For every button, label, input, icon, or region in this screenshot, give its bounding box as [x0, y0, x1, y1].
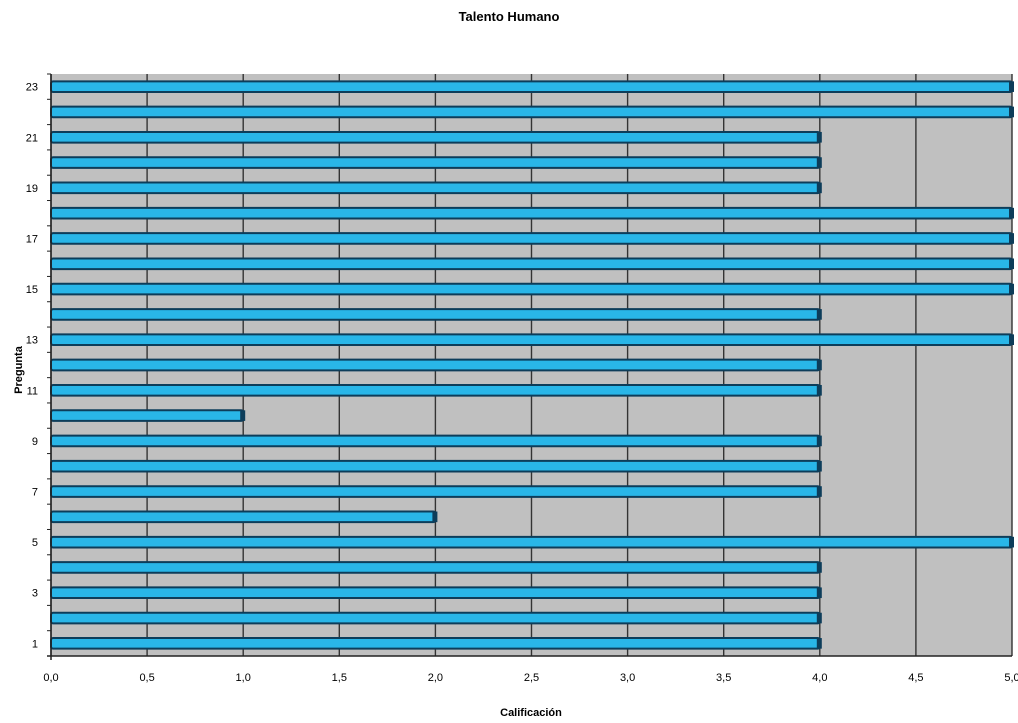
bar-pregunta-9 [50, 434, 821, 448]
bar-pregunta-8 [50, 459, 821, 473]
bar-end-cap [816, 587, 822, 599]
x-tick-label: 4,0 [812, 672, 827, 684]
y-tick-label: 17 [26, 233, 38, 245]
bar-pregunta-19 [50, 181, 821, 195]
bar-end-cap [816, 612, 822, 624]
bar-end-cap [240, 410, 246, 421]
bar-pregunta-1 [50, 637, 821, 650]
y-tick-label: 21 [26, 132, 38, 144]
bar-pregunta-3 [50, 586, 821, 600]
bar-end-cap [816, 131, 822, 143]
x-tick-label: 1,0 [236, 672, 251, 684]
bar-pregunta-6 [50, 510, 437, 524]
x-tick-label: 5,0 [1004, 672, 1018, 684]
y-axis-title: Pregunta [13, 345, 25, 394]
bars [50, 80, 1014, 650]
chart-title: Talento Humano [459, 9, 560, 24]
bar-pregunta-18 [50, 206, 1013, 220]
y-tick-label: 9 [32, 436, 38, 448]
x-tick-labels: 0,0 0,5 1,0 1,5 2,0 2,5 3,0 3,5 4,0 4,5 5,0 [43, 672, 1018, 684]
x-tick-label: 0,0 [43, 672, 58, 684]
bar-pregunta-2 [50, 611, 821, 625]
bar-pregunta-7 [50, 485, 821, 498]
bar-pregunta-20 [50, 156, 821, 169]
bar-pregunta-13 [50, 333, 1013, 347]
bar-end-cap [816, 460, 822, 472]
y-tick-label: 3 [32, 588, 38, 600]
axes [47, 73, 1012, 660]
y-tick-label: 23 [26, 82, 38, 94]
bar-end-cap [816, 157, 822, 168]
x-axis-title: Calificación [500, 707, 562, 719]
bar-end-cap [816, 638, 822, 649]
bar-pregunta-21 [50, 130, 821, 144]
bar-end-cap [816, 486, 822, 497]
x-tick-label: 2,0 [428, 672, 443, 684]
y-tick-label: 1 [32, 638, 38, 650]
x-tick-label: 4,5 [908, 672, 923, 684]
y-tick-label: 19 [26, 183, 38, 195]
bar-pregunta-16 [50, 257, 1013, 271]
x-tick-label: 0,5 [139, 672, 154, 684]
bar-end-cap [1009, 207, 1014, 219]
bar-end-cap [1009, 283, 1014, 295]
y-tick-label: 5 [32, 537, 38, 549]
bar-pregunta-11 [50, 383, 821, 397]
x-tick-label: 2,5 [524, 672, 539, 684]
bar-end-cap [816, 359, 822, 371]
bar-pregunta-14 [50, 308, 821, 321]
bar-end-cap [816, 182, 822, 194]
bar-pregunta-15 [50, 282, 1013, 296]
bar-pregunta-17 [50, 232, 1013, 245]
bar-end-cap [1009, 334, 1014, 346]
bar-pregunta-22 [50, 105, 1013, 119]
bar-end-cap [1009, 536, 1014, 548]
x-tick-label: 1,5 [332, 672, 347, 684]
y-tick-label: 13 [26, 335, 38, 347]
bar-end-cap [1009, 258, 1014, 270]
bar-pregunta-23 [50, 80, 1013, 93]
bar-pregunta-4 [50, 561, 821, 574]
y-tick-label: 15 [26, 284, 38, 296]
bar-end-cap [816, 384, 822, 396]
bar-pregunta-12 [50, 358, 821, 372]
bar-end-cap [816, 309, 822, 320]
bar-end-cap [1009, 233, 1014, 244]
bar-end-cap [816, 562, 822, 573]
bar-end-cap [1009, 81, 1014, 92]
bar-pregunta-10 [50, 409, 245, 422]
bar-end-cap [1009, 106, 1014, 118]
y-tick-label: 7 [32, 487, 38, 499]
bar-end-cap [816, 435, 822, 447]
bar-pregunta-5 [50, 535, 1013, 549]
x-tick-label: 3,5 [716, 672, 731, 684]
bar-end-cap [432, 511, 438, 523]
x-tick-label: 3,0 [620, 672, 635, 684]
y-tick-label: 11 [27, 385, 38, 397]
